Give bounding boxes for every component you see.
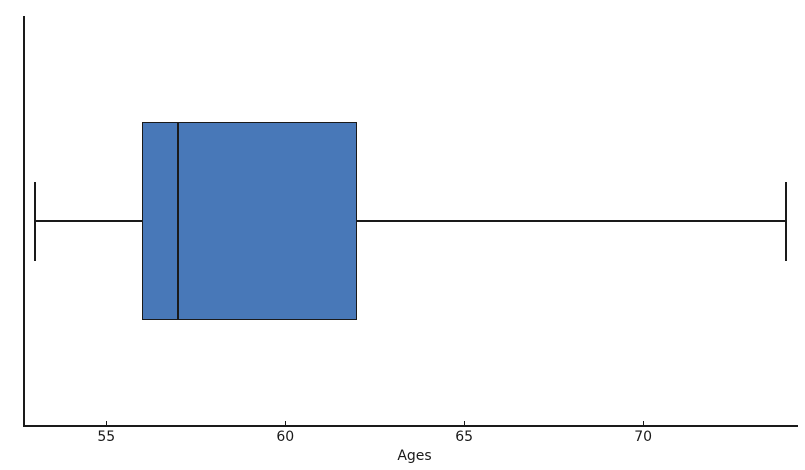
y-axis-spine xyxy=(23,16,25,426)
x-tick-label: 55 xyxy=(97,429,116,445)
whisker-cap-high xyxy=(785,182,788,261)
median-line xyxy=(176,122,179,320)
whisker-line-high xyxy=(356,220,787,222)
x-tick-mark xyxy=(284,421,286,426)
whisker-cap-low xyxy=(33,182,36,261)
x-tick-label: 70 xyxy=(634,429,653,445)
x-tick-mark xyxy=(463,421,465,426)
box-iqr xyxy=(142,122,357,320)
x-tick-mark xyxy=(642,421,644,426)
x-axis-spine xyxy=(23,425,798,427)
x-tick-label: 65 xyxy=(455,429,474,445)
x-tick-label: 60 xyxy=(276,429,295,445)
x-axis-label: Ages xyxy=(397,448,432,464)
whisker-line-low xyxy=(34,220,143,222)
x-tick-mark xyxy=(105,421,107,426)
